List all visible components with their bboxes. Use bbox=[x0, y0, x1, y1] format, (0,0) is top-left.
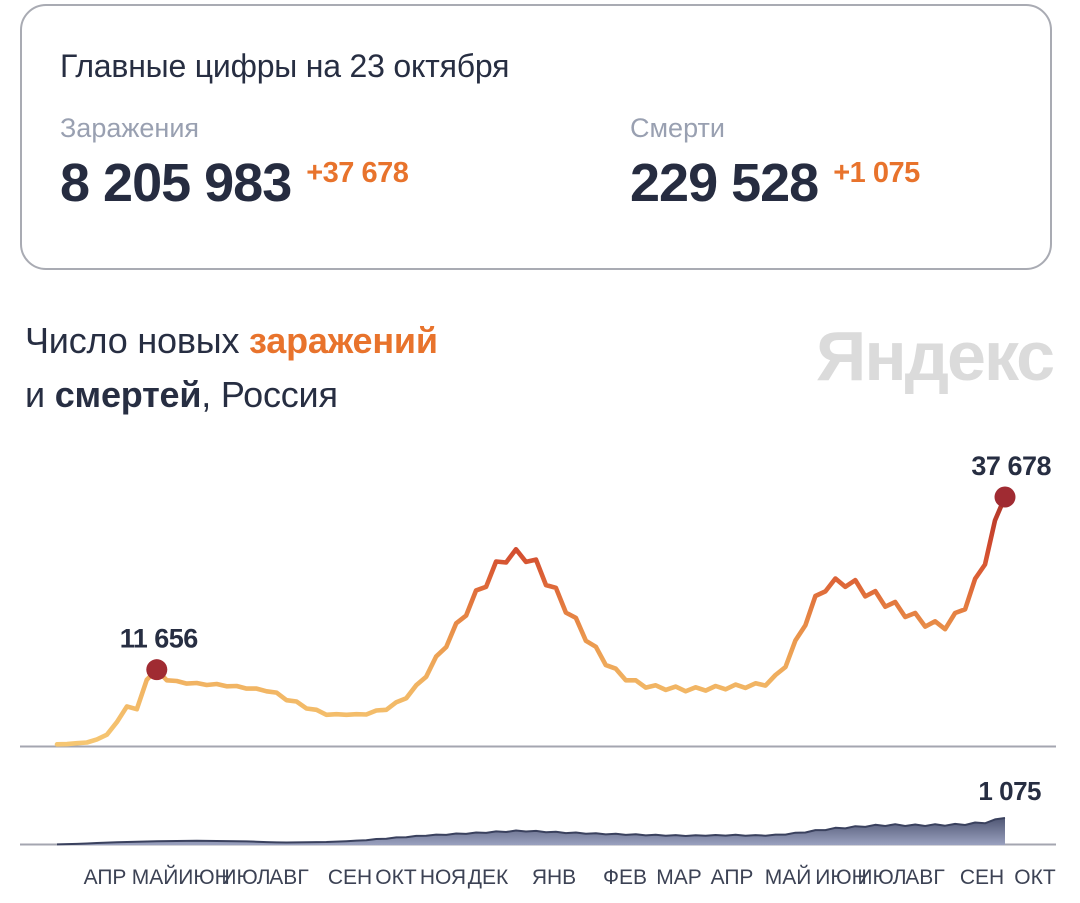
month-label: НОЯ bbox=[419, 866, 467, 889]
month-label: МАР bbox=[656, 866, 702, 889]
infections-delta: +37 678 bbox=[306, 157, 409, 189]
stat-label-deaths: Смерти bbox=[630, 113, 725, 143]
stat-deaths: Смерти 229 528 +1 075 bbox=[630, 113, 920, 210]
deaths-chart: 1 075 bbox=[20, 776, 1056, 846]
peak-label: 11 656 bbox=[120, 624, 199, 654]
charts-block: 11 656 37 678 1 075 АПР МАЙ ИЮН ИЮЛ АВГ СЕН ОКТ… bbox=[0, 440, 1080, 896]
month-label: ИЮН bbox=[815, 866, 867, 889]
month-label: МАЙ bbox=[764, 866, 812, 889]
month-label: ФЕВ bbox=[603, 866, 647, 889]
month-label: ОКТ bbox=[375, 866, 417, 889]
month-label: ИЮЛ bbox=[857, 866, 907, 889]
month-label: АПР bbox=[83, 866, 127, 889]
month-label: СЕН bbox=[959, 866, 1005, 889]
month-label: АВГ bbox=[269, 866, 309, 889]
stat-infections: Заражения 8 205 983 +37 678 bbox=[60, 113, 630, 210]
deaths-area-edge bbox=[56, 817, 1006, 846]
peak-marker bbox=[994, 486, 1016, 508]
month-label: СЕН bbox=[327, 866, 373, 889]
month-label: ИЮН bbox=[178, 866, 230, 889]
yandex-watermark: Яндекс bbox=[816, 317, 1055, 395]
month-label: ИЮЛ bbox=[221, 866, 271, 889]
month-label: АВГ bbox=[905, 866, 945, 889]
chart-title: Число новых заражений и смертей, Россия bbox=[25, 314, 1055, 422]
deaths-delta: +1 075 bbox=[833, 157, 920, 189]
month-axis: АПР МАЙ ИЮН ИЮЛ АВГ СЕН ОКТ НОЯ ДЕК ЯНВ ФЕВ МАР АПР М… bbox=[0, 860, 1080, 896]
deaths-word-highlight: смертей bbox=[54, 374, 202, 415]
chart-title-line1: Число новых bbox=[25, 320, 250, 361]
deaths-total: 229 528 bbox=[630, 153, 819, 213]
month-label: ОКТ bbox=[1014, 866, 1056, 889]
infections-word-highlight: заражений bbox=[249, 320, 438, 361]
month-label: АПР bbox=[710, 866, 754, 889]
peak-label: 37 678 bbox=[971, 451, 1051, 481]
infections-line bbox=[54, 494, 1008, 747]
month-label: ДЕК bbox=[467, 866, 509, 889]
stats-row: Заражения 8 205 983 +37 678 Смерти 229 5… bbox=[60, 113, 1012, 210]
month-label: ЯНВ bbox=[531, 866, 577, 889]
summary-card: Главные цифры на 23 октября Заражения 8 … bbox=[20, 4, 1052, 270]
infections-chart: 11 656 37 678 bbox=[20, 451, 1056, 748]
stat-label-infections: Заражения bbox=[60, 113, 200, 143]
chart-section-header: Число новых заражений и смертей, Россия … bbox=[25, 314, 1055, 422]
month-label: МАЙ bbox=[131, 866, 179, 889]
peak-marker bbox=[146, 659, 168, 681]
chart-title-line2: и bbox=[25, 374, 55, 415]
card-title: Главные цифры на 23 октября bbox=[60, 48, 510, 84]
deaths-peak-label: 1 075 bbox=[978, 776, 1041, 806]
infections-total: 8 205 983 bbox=[60, 153, 292, 213]
chart-title-line2-suffix: , Россия bbox=[201, 374, 338, 415]
